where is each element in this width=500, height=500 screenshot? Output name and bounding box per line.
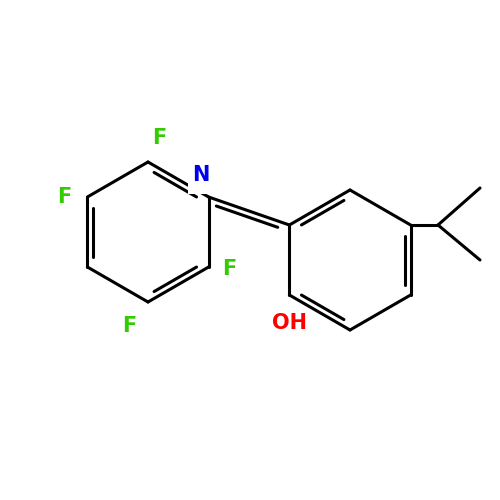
FancyBboxPatch shape [188,176,210,194]
Text: N: N [192,165,210,185]
FancyBboxPatch shape [129,308,147,324]
Text: F: F [122,316,136,336]
Text: F: F [222,259,237,279]
FancyBboxPatch shape [142,142,160,158]
FancyBboxPatch shape [272,306,302,324]
Text: OH: OH [272,313,307,333]
Text: F: F [152,128,166,148]
FancyBboxPatch shape [212,261,230,277]
Text: F: F [57,187,72,207]
FancyBboxPatch shape [64,189,82,205]
